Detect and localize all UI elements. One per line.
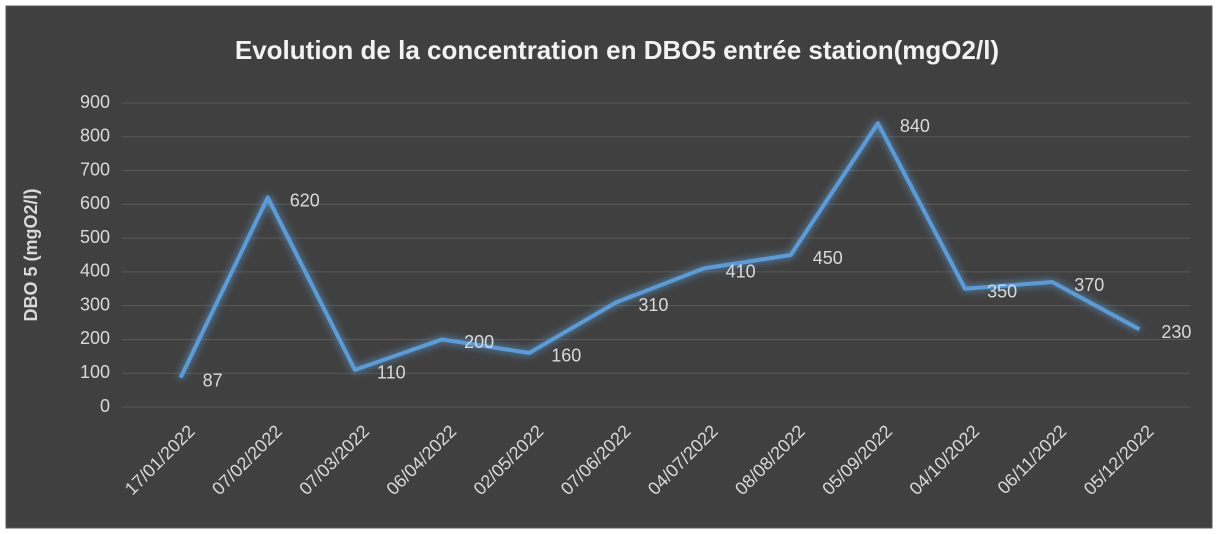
y-tick-label: 500 — [80, 227, 110, 247]
y-tick-label: 900 — [80, 92, 110, 112]
data-label: 230 — [1161, 322, 1191, 342]
y-tick-label: 800 — [80, 126, 110, 146]
data-label: 450 — [813, 248, 843, 268]
data-label: 350 — [987, 282, 1017, 302]
y-tick-label: 300 — [80, 294, 110, 314]
y-tick-label: 200 — [80, 328, 110, 348]
y-tick-label: 100 — [80, 362, 110, 382]
data-label: 160 — [551, 346, 581, 366]
y-axis-title: DBO 5 (mgO2/l) — [21, 188, 41, 321]
data-label: 110 — [377, 363, 406, 383]
chart-background — [5, 5, 1213, 529]
data-label: 370 — [1074, 275, 1104, 295]
data-label: 840 — [900, 116, 930, 136]
y-tick-label: 600 — [80, 193, 110, 213]
y-tick-label: 400 — [80, 261, 110, 281]
data-label: 410 — [726, 261, 756, 281]
data-label: 310 — [638, 295, 668, 315]
data-label: 87 — [203, 370, 223, 390]
data-line — [178, 121, 1141, 379]
data-label: 200 — [464, 332, 494, 352]
data-label: 620 — [290, 190, 320, 210]
y-tick-label: 0 — [100, 396, 110, 416]
y-tick-label: 700 — [80, 159, 110, 179]
chart-title: Evolution de la concentration en DBO5 en… — [235, 35, 999, 65]
